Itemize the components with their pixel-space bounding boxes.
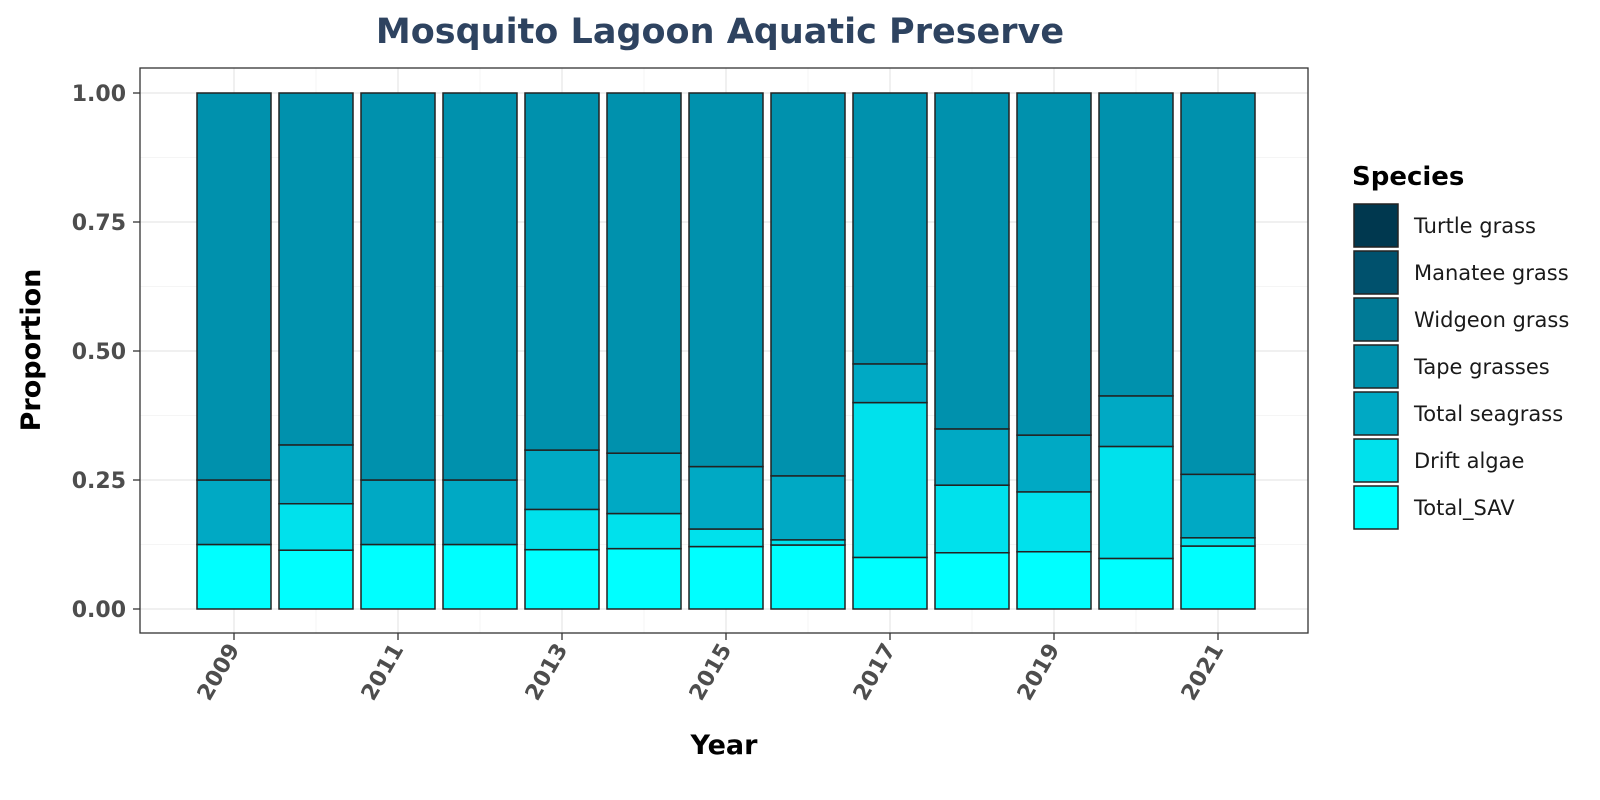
bar-segment [524,449,600,511]
legend-title: Species [1352,162,1464,192]
bar-segment [688,545,764,610]
bar-segment [1098,92,1174,397]
bar-segment [934,92,1010,430]
bar-segment [770,544,846,610]
x-axis: 2009 2011 2013 2015 2017 2019 2021 [193,633,1229,705]
bar-segment [934,428,1010,486]
bar-segment [770,539,846,546]
bar-segment [278,502,354,551]
legend-label: Total_SAV [1413,496,1515,521]
bar-segment [524,548,600,610]
legend-swatch [1353,344,1399,389]
bar-segment [934,552,1010,610]
x-axis-title: Year [690,730,759,761]
legend-label: Widgeon grass [1414,308,1569,332]
legend-label: Tape grasses [1413,355,1550,379]
bar-segment [196,92,272,481]
bar-segment [278,444,354,505]
legend-swatch [1353,297,1399,342]
bar-segment [442,92,518,481]
legend-swatch [1353,391,1399,436]
x-tick-label: 2015 [685,640,737,706]
legend-swatch [1353,438,1399,483]
bar-segment [770,475,846,541]
x-tick-label: 2021 [1177,640,1229,706]
bar-segment [1098,557,1174,610]
x-tick-label: 2017 [849,640,901,706]
bar-segment [442,543,518,610]
bar-segment [196,543,272,610]
bar-segment [606,452,682,515]
bar-segment [1180,473,1256,539]
bar-segment [1016,491,1092,553]
legend-swatch [1353,203,1399,248]
legend-swatch [1353,485,1399,530]
bar-segment [1180,92,1256,476]
bar-segment [852,556,928,610]
bar-segment [1098,395,1174,448]
bar-segment [852,92,928,365]
bar-segment [524,92,600,451]
y-tick-label: 0.50 [72,340,126,365]
x-tick-label: 2013 [521,640,573,706]
y-tick-label: 0.25 [72,469,126,494]
bar-segment [1016,434,1092,493]
bar-segment [442,479,518,546]
bar-segment [1180,537,1256,547]
bar-segment [1180,545,1256,610]
legend: Species Turtle grass Manatee grass Widgeon… [1352,162,1569,530]
bar-segment [770,92,846,477]
bar-segment [1016,92,1092,436]
bar-segment [688,92,764,468]
x-tick-label: 2011 [357,640,409,706]
y-tick-label: 0.00 [72,598,126,623]
bar-segment [278,92,354,446]
bar-segment [852,363,928,404]
bar-segment [852,401,928,559]
legend-label: Total seagrass [1413,402,1563,426]
y-tick-label: 0.75 [72,211,126,236]
y-axis-title: Proportion [16,269,47,432]
y-tick-label: 1.00 [72,82,126,107]
bar-segment [524,508,600,551]
bar-segment [934,484,1010,554]
bar-segment [360,92,436,481]
bar-segment [278,549,354,610]
bar-segment [1098,445,1174,560]
bar-segment [606,92,682,454]
legend-label: Manatee grass [1414,261,1569,285]
bar-segment [360,479,436,546]
legend-label: Drift algae [1414,449,1524,473]
x-tick-label: 2009 [193,640,245,706]
legend-swatch [1353,250,1399,295]
bar-segment [688,465,764,530]
bar-segment [606,547,682,610]
bar-segment [606,512,682,550]
bar-segment [688,528,764,548]
bar-segment [196,479,272,546]
x-tick-label: 2019 [1013,640,1065,706]
bar-segment [1016,550,1092,610]
chart-title: Mosquito Lagoon Aquatic Preserve [376,12,1064,52]
bar-segment [360,543,436,610]
bars [196,92,1256,610]
y-axis: 0.00 0.25 0.50 0.75 1.00 [72,82,140,623]
legend-label: Turtle grass [1413,214,1536,238]
